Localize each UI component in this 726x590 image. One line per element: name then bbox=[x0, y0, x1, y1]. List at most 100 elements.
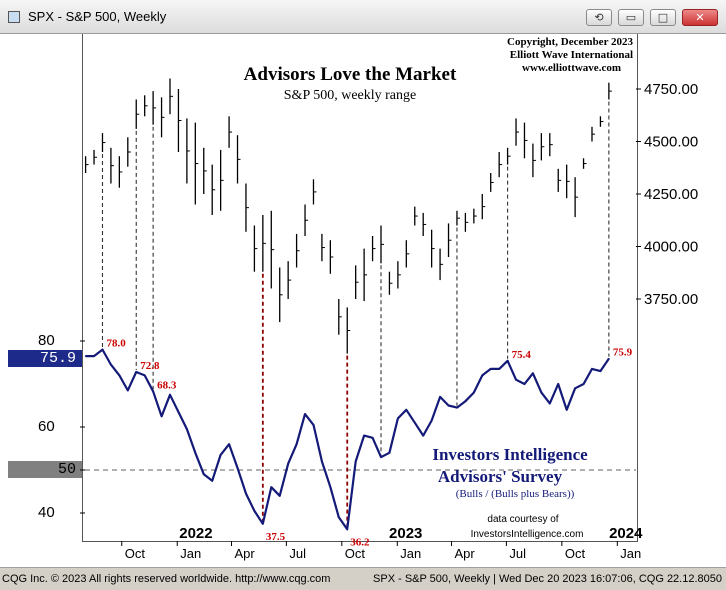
sentiment-point bbox=[245, 492, 247, 495]
sentiment-point bbox=[253, 510, 256, 512]
copyright-line-1: Copyright, December 2023 bbox=[507, 36, 633, 48]
close-button[interactable]: ✕ bbox=[682, 9, 718, 26]
sentiment-point bbox=[211, 479, 214, 482]
sentiment-point bbox=[405, 409, 408, 411]
time-axis-label: Jul bbox=[289, 546, 306, 561]
status-bar: CQG Inc. © 2023 All rights reserved worl… bbox=[0, 567, 726, 590]
y-tick-40: 40 bbox=[38, 504, 55, 521]
time-axis-label: Oct bbox=[565, 546, 586, 561]
right-price-axis bbox=[638, 34, 726, 567]
sentiment-point bbox=[532, 372, 534, 375]
data-credit-line-1: data courtesy of bbox=[487, 514, 558, 525]
time-axis-label: Apr bbox=[455, 546, 476, 561]
sentiment-point bbox=[397, 417, 399, 420]
sentiment-point bbox=[177, 411, 180, 413]
data-credit-line-2: InvestorsIntelligence.com bbox=[471, 529, 584, 540]
link-icon[interactable]: ⟲ bbox=[586, 9, 612, 26]
reference-and-connector-lines bbox=[85, 101, 636, 528]
chart-subtitle: S&P 500, weekly range bbox=[284, 88, 416, 103]
price-axis-label: 4250.00 bbox=[644, 186, 698, 203]
sentiment-point bbox=[219, 454, 222, 456]
survey-note: (Bulls / (Bulls plus Bears)) bbox=[456, 488, 575, 500]
year-label: 2023 bbox=[389, 525, 422, 542]
annotation-label: 75.4 bbox=[512, 349, 532, 361]
plot-area[interactable] bbox=[82, 34, 638, 541]
y-tick-80: 80 bbox=[38, 332, 55, 349]
time-axis-label: Jul bbox=[509, 546, 526, 561]
annotation-label: 68.3 bbox=[157, 379, 177, 391]
sentiment-point bbox=[582, 383, 585, 385]
sentiment-point bbox=[548, 402, 551, 405]
copyright-line-3: www.elliottwave.com bbox=[522, 62, 621, 74]
sentiment-line bbox=[84, 348, 610, 531]
sentiment-point bbox=[262, 522, 264, 525]
sentiment-point bbox=[464, 400, 467, 403]
window-titlebar: SPX - S&P 500, Weekly ⟲ ▭ □ ✕ bbox=[0, 0, 726, 34]
survey-title: Investors Intelligence bbox=[432, 445, 588, 464]
year-label: 2022 bbox=[179, 525, 212, 542]
sentiment-point bbox=[591, 368, 593, 370]
sentiment-point bbox=[228, 443, 230, 446]
time-axis-label: Jan bbox=[180, 546, 201, 561]
window-title: SPX - S&P 500, Weekly bbox=[28, 9, 167, 24]
sentiment-point bbox=[143, 374, 146, 377]
annotation-label: 72.8 bbox=[140, 360, 160, 372]
sentiment-point bbox=[388, 452, 391, 454]
sentiment-point bbox=[439, 396, 441, 398]
annotation-label: 37.5 bbox=[266, 531, 286, 543]
time-axis-label: Jan bbox=[400, 546, 421, 561]
status-copyright: CQG Inc. © 2023 All rights reserved worl… bbox=[2, 573, 331, 585]
time-axis bbox=[82, 541, 638, 567]
sentiment-point bbox=[160, 415, 163, 418]
sentiment-point bbox=[565, 409, 568, 411]
annotation-label: 78.0 bbox=[106, 338, 126, 350]
sentiment-point bbox=[608, 357, 610, 360]
sentiment-point bbox=[473, 391, 475, 394]
sentiment-point bbox=[312, 424, 315, 426]
sentiment-point bbox=[270, 486, 273, 489]
sentiment-point bbox=[84, 355, 87, 357]
sentiment-point bbox=[127, 389, 129, 392]
y-tick-60: 60 bbox=[38, 418, 55, 435]
sentiment-point bbox=[278, 495, 281, 497]
price-axis-label: 4000.00 bbox=[644, 239, 698, 256]
current-value-readout: 75.9 bbox=[8, 350, 82, 367]
price-axis-label: 3750.00 bbox=[644, 291, 698, 308]
annotation-label: 36.2 bbox=[350, 536, 370, 548]
time-axis-label: Oct bbox=[125, 546, 146, 561]
sentiment-point bbox=[101, 348, 104, 351]
sentiment-point bbox=[574, 387, 576, 390]
maximize-button[interactable]: □ bbox=[650, 9, 676, 26]
sentiment-point bbox=[236, 467, 239, 469]
sentiment-point bbox=[413, 421, 416, 424]
sentiment-line-series bbox=[85, 348, 610, 531]
sentiment-point bbox=[447, 404, 450, 407]
chart-labels: 78.0 72.8 68.3 37.5 36.2 75.4 75.9 3750.00 4000.… bbox=[80, 81, 698, 561]
sentiment-point bbox=[110, 363, 112, 366]
sentiment-point bbox=[346, 528, 349, 531]
annotation-label: 75.9 bbox=[613, 347, 633, 359]
sentiment-point bbox=[557, 383, 560, 385]
minimize-button[interactable]: ▭ bbox=[618, 9, 644, 26]
year-label: 2024 bbox=[609, 525, 643, 542]
sentiment-point bbox=[93, 355, 95, 357]
sentiment-point bbox=[430, 419, 433, 422]
sentiment-point bbox=[118, 374, 121, 377]
sentiment-point bbox=[380, 456, 382, 458]
sentiment-point bbox=[304, 413, 306, 415]
status-symbol-info: SPX - S&P 500, Weekly | Wed Dec 20 2023 … bbox=[373, 573, 722, 585]
time-axis-label: Jan bbox=[620, 546, 641, 561]
sentiment-point bbox=[481, 374, 484, 377]
sentiment-point bbox=[489, 368, 492, 370]
sentiment-point bbox=[152, 390, 154, 393]
sentiment-point bbox=[363, 434, 365, 437]
copyright-line-2: Elliott Wave International bbox=[510, 49, 633, 61]
survey-subtitle: Advisors' Survey bbox=[438, 467, 563, 486]
sentiment-point bbox=[354, 460, 357, 463]
price-bars bbox=[84, 78, 612, 354]
sentiment-point bbox=[186, 428, 188, 430]
sentiment-point bbox=[515, 378, 517, 381]
price-axis-label: 4500.00 bbox=[644, 134, 698, 151]
sentiment-point bbox=[456, 406, 458, 409]
